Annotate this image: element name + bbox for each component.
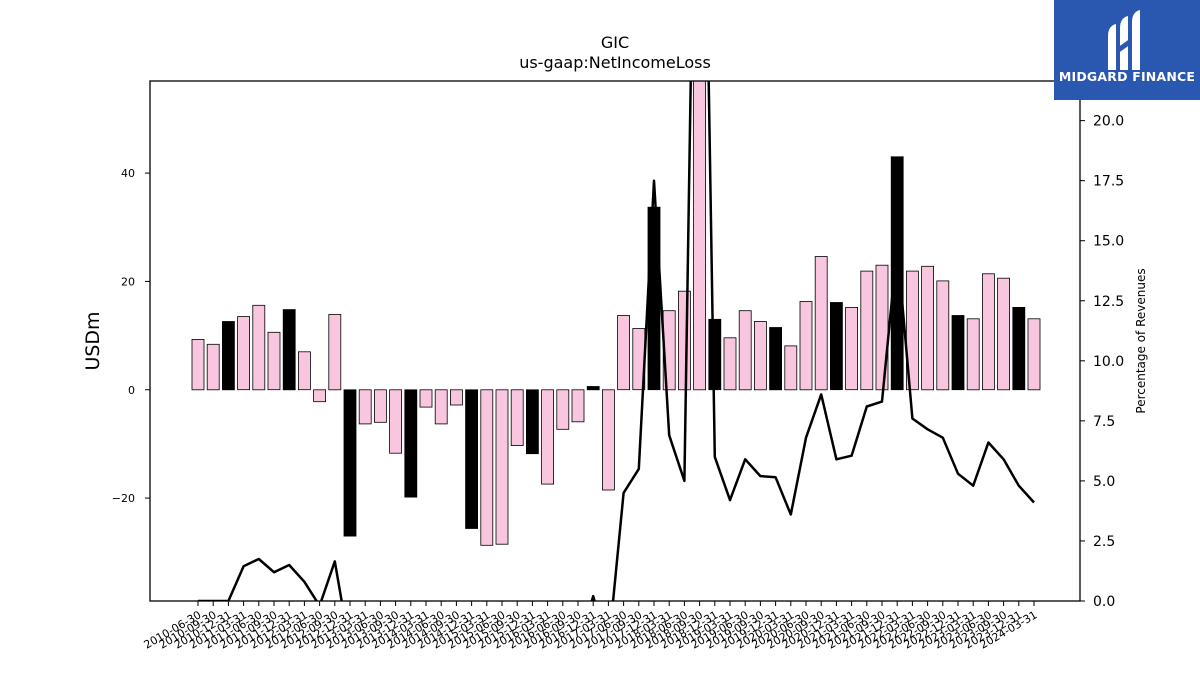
y-tick-label-right: 10.0 xyxy=(1093,354,1124,370)
y-tick-label-right: 20.0 xyxy=(1093,114,1124,130)
y-tick-label-left: −20 xyxy=(112,492,135,505)
bar xyxy=(526,389,539,455)
bar xyxy=(419,389,433,408)
bar xyxy=(389,389,403,454)
bar xyxy=(541,389,554,485)
bar xyxy=(769,327,782,391)
y-tick-label-right: 5.0 xyxy=(1093,474,1115,490)
bar xyxy=(1012,306,1026,391)
bar xyxy=(449,389,463,406)
chart-title: GIC xyxy=(601,33,629,52)
y-axis-label-left: USDm xyxy=(82,311,104,370)
bar xyxy=(373,389,387,423)
bar xyxy=(343,389,357,537)
bar xyxy=(206,343,220,391)
bar xyxy=(921,265,934,391)
y-tick-label-right: 7.5 xyxy=(1093,414,1115,430)
bar xyxy=(799,301,813,391)
bar xyxy=(495,389,509,545)
bar xyxy=(982,273,995,391)
line-series-group xyxy=(198,81,1035,601)
bar xyxy=(784,345,798,391)
brand-logo: MIDGARD FINANCE xyxy=(1054,0,1200,100)
y-tick-label-right: 15.0 xyxy=(1093,234,1124,250)
percentage-line xyxy=(198,81,1035,601)
y-axis-label-right: Percentage of Revenues xyxy=(1134,268,1148,413)
bar xyxy=(237,316,251,391)
bar xyxy=(191,338,205,391)
bar xyxy=(434,389,448,425)
bar xyxy=(510,389,524,446)
bar xyxy=(221,321,235,391)
y-tick-label-right: 12.5 xyxy=(1093,294,1124,310)
bar xyxy=(754,321,767,391)
bar xyxy=(906,270,919,391)
y-tick-label-left: 0 xyxy=(128,384,135,397)
bar xyxy=(890,156,904,391)
bar xyxy=(678,290,691,391)
bar xyxy=(267,331,281,391)
bar xyxy=(465,389,479,529)
plot-frame xyxy=(149,80,1081,602)
bar xyxy=(282,309,296,391)
bar xyxy=(602,389,615,491)
bar xyxy=(997,277,1010,391)
y-tick-label-left: 40 xyxy=(121,167,135,180)
chart-subtitle: us-gaap:NetIncomeLoss xyxy=(519,53,711,72)
bar xyxy=(723,337,737,391)
bar xyxy=(328,314,342,391)
bar xyxy=(936,280,950,391)
bar xyxy=(297,351,311,391)
bar xyxy=(738,310,752,391)
bar xyxy=(1027,318,1041,391)
y-tick-label-right: 0.0 xyxy=(1093,594,1115,610)
bar xyxy=(313,389,327,403)
bar xyxy=(951,315,965,391)
brand-name: MIDGARD FINANCE xyxy=(1058,69,1196,84)
bar xyxy=(586,386,600,391)
bar xyxy=(814,256,828,391)
bar xyxy=(404,389,418,498)
bar xyxy=(966,318,980,391)
bar xyxy=(830,302,843,391)
bar xyxy=(556,389,570,430)
y-tick-label-right: 2.5 xyxy=(1093,534,1115,550)
bar-series xyxy=(191,81,1041,546)
bar xyxy=(358,389,372,425)
bar xyxy=(617,315,630,391)
bar xyxy=(480,389,494,546)
plot-area: −20 0 20 40 0.0 2.5 5.0 7.5 10.0 12.5 15.0 17.5 20.0… xyxy=(112,80,1124,652)
y-tick-label-left: 20 xyxy=(121,275,135,288)
bar xyxy=(860,270,874,391)
bar xyxy=(252,304,266,391)
bar xyxy=(708,318,722,391)
bar xyxy=(693,81,706,391)
bar xyxy=(845,306,858,391)
bar xyxy=(571,389,585,423)
midgard-logo-icon xyxy=(1108,10,1140,70)
y-tick-label-right: 17.5 xyxy=(1093,174,1124,190)
